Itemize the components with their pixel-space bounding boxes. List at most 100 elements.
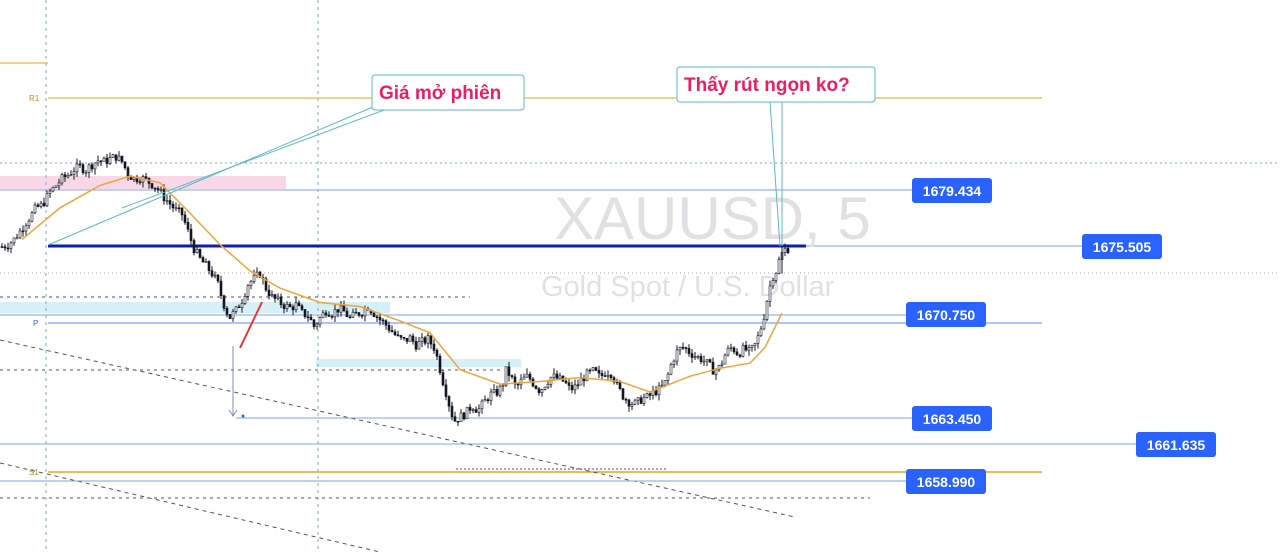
price-tag-1679[interactable]: 1679.434 — [912, 178, 992, 203]
candle-body — [276, 296, 280, 299]
candle-body — [402, 336, 406, 339]
candle-body — [750, 345, 754, 348]
watermark-description: Gold Spot / U.S. Dollar — [541, 271, 835, 303]
candle-body — [81, 164, 85, 173]
candle-body — [591, 367, 595, 371]
candle-body — [378, 316, 382, 321]
candle-body — [516, 383, 520, 386]
candle-body — [12, 237, 16, 244]
candle-body — [741, 344, 745, 357]
price-tag-1670[interactable]: 1670.750 — [906, 302, 986, 327]
price-tag-1658[interactable]: 1658.990 — [906, 469, 986, 494]
candle-body — [558, 375, 562, 379]
candle-body — [108, 157, 112, 164]
candle-body — [489, 391, 493, 401]
candle-body — [408, 335, 412, 342]
candle-body — [300, 305, 304, 310]
price-tag-1661[interactable]: 1661.635 — [1136, 432, 1216, 457]
price-tag-1663[interactable]: 1663.450 — [912, 406, 992, 431]
pivot-r1-label: R1 — [29, 94, 40, 103]
candle-body — [123, 161, 127, 169]
candle-body — [702, 360, 706, 363]
candle-body — [111, 154, 115, 158]
candle-body — [504, 366, 508, 386]
candle-body — [78, 163, 82, 166]
candle-body — [510, 375, 514, 378]
candle-body — [756, 335, 760, 344]
candle-body — [153, 187, 157, 190]
candle-body — [390, 330, 394, 333]
candle-body — [243, 296, 247, 304]
candle-body — [642, 397, 646, 404]
candle-body — [177, 207, 181, 210]
candle-body — [36, 204, 40, 207]
candle-body — [525, 373, 529, 378]
candle-body — [357, 312, 361, 316]
candle-body — [93, 162, 97, 170]
candle-body — [420, 337, 424, 342]
candle-body — [411, 335, 415, 342]
candle-body — [246, 285, 250, 297]
price-tag-1675[interactable]: 1675.505 — [1082, 234, 1162, 259]
candle-body — [309, 316, 313, 321]
candle-body — [684, 347, 688, 349]
candle-body — [453, 416, 457, 422]
candle-body — [636, 397, 640, 401]
candle-body — [315, 323, 319, 327]
candle-body — [765, 300, 769, 320]
candle-body — [417, 341, 421, 350]
candle-body — [240, 303, 244, 309]
candle-body — [138, 181, 142, 184]
candle-body — [585, 369, 589, 382]
candle-body — [426, 335, 430, 344]
candle-body — [513, 376, 517, 385]
trendline-diagonal-2 — [0, 462, 381, 552]
candle-body — [492, 389, 496, 393]
callout-session-open-text: Giá mở phiên — [379, 83, 501, 104]
candle-body — [624, 398, 628, 401]
candle-body — [363, 308, 367, 317]
candle-body — [252, 274, 256, 282]
candle-body — [498, 385, 502, 396]
callout-wick-question[interactable]: Thấy rút ngọn ko? — [676, 66, 876, 103]
red-swing-line — [239, 301, 263, 349]
ema-line — [21, 175, 783, 393]
candle-body — [237, 306, 241, 309]
candle-body — [387, 324, 391, 331]
candle-body — [576, 384, 580, 387]
callout-session-open[interactable]: Giá mở phiên — [371, 74, 525, 111]
candle-body — [603, 375, 607, 377]
candle-body — [462, 412, 466, 420]
candle-body — [48, 190, 52, 194]
candle-body — [42, 202, 46, 207]
candle-body — [786, 248, 790, 254]
candle-body — [249, 281, 253, 286]
candle-body — [528, 373, 532, 380]
candle-body — [87, 164, 91, 173]
candle-body — [465, 406, 469, 420]
candle-body — [15, 237, 19, 240]
candle-body — [483, 399, 487, 402]
candle-body — [381, 319, 385, 322]
candle-body — [450, 405, 454, 418]
candle-body — [207, 261, 211, 271]
candle-body — [735, 351, 739, 356]
candle-body — [57, 182, 61, 187]
candle-body — [687, 348, 691, 354]
candle-body — [282, 304, 286, 309]
candle-body — [9, 242, 13, 249]
candle-body — [45, 193, 49, 207]
candle-body — [627, 399, 631, 407]
candle-body — [24, 225, 28, 232]
candle-body — [150, 183, 154, 189]
candle-body — [447, 396, 451, 407]
candle-body — [609, 374, 613, 379]
candle-body — [291, 306, 295, 311]
candle-body — [210, 270, 214, 277]
candle-body — [39, 202, 43, 207]
candle-body — [774, 272, 778, 281]
candle-body — [198, 249, 202, 258]
candle-body — [303, 309, 307, 318]
candle-body — [90, 164, 94, 170]
